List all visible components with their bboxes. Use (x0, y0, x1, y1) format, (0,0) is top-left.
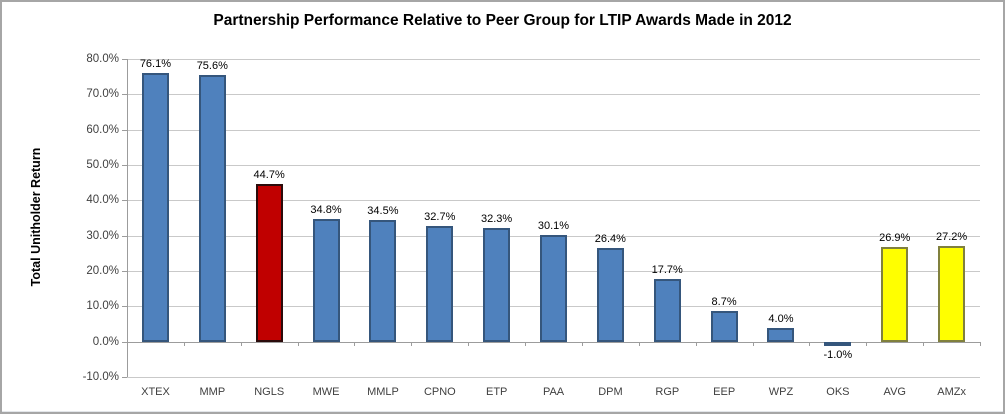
y-tick-label: 80.0% (86, 53, 119, 65)
category-label: PAA (542, 386, 565, 398)
bar-AMZx (938, 245, 966, 342)
value-label: 26.4% (594, 233, 626, 246)
value-label: 26.9% (879, 231, 911, 244)
category-label: WPZ (768, 386, 794, 398)
value-label: 17.7% (651, 264, 683, 277)
x-tick-mark (297, 341, 299, 346)
y-tick-mark (122, 94, 127, 96)
bar-AVG (881, 246, 909, 342)
value-label: 27.2% (935, 230, 968, 243)
x-tick-mark (127, 341, 128, 346)
x-tick-mark (581, 341, 583, 346)
bar-XTEX (141, 72, 169, 342)
y-tick-mark (122, 306, 127, 308)
y-tick-label: 10.0% (86, 300, 119, 313)
category-label: MWE (312, 386, 340, 398)
category-label: AVG (883, 386, 906, 398)
bar-ETP (483, 227, 511, 342)
x-tick-mark (980, 341, 981, 346)
y-tick-label: 70.0% (86, 88, 119, 101)
bar-EEP (710, 310, 738, 342)
category-label: EEP (713, 386, 736, 398)
bar-NGLS (255, 183, 283, 342)
category-label: ETP (485, 386, 508, 398)
x-tick-mark (923, 341, 925, 346)
x-tick-mark (468, 341, 470, 346)
y-tick-mark (122, 165, 127, 166)
y-tick-mark (122, 59, 127, 60)
y-gridline (127, 165, 980, 166)
y-tick-mark (122, 377, 127, 378)
category-label: NGLS (254, 386, 285, 398)
y-tick-mark (122, 129, 127, 131)
x-tick-mark (183, 341, 185, 346)
chart-title: Partnership Performance Relative to Peer… (213, 12, 792, 29)
category-label: RGP (655, 386, 680, 398)
y-gridline (127, 377, 980, 378)
x-tick-mark (354, 341, 356, 346)
y-tick-label: 40.0% (86, 194, 119, 207)
bar-MMLP (369, 219, 397, 342)
bar-MWE (312, 218, 340, 342)
y-tick-label: -10.0% (82, 371, 119, 383)
value-label: 4.0% (768, 312, 794, 325)
value-label: 34.5% (367, 204, 399, 217)
x-tick-mark (809, 341, 811, 346)
category-label: OKS (826, 386, 850, 398)
category-label: MMLP (367, 386, 399, 398)
y-gridline (127, 94, 980, 96)
value-label: 32.7% (424, 211, 456, 224)
x-tick-mark (411, 341, 413, 346)
value-label: 8.7% (711, 295, 737, 308)
y-gridline (127, 200, 980, 202)
x-tick-mark (866, 341, 868, 346)
bar-PAA (540, 235, 567, 342)
value-label: 32.3% (481, 212, 513, 225)
value-label: 30.1% (537, 220, 570, 233)
y-tick-label: 30.0% (86, 229, 119, 242)
bar-RGP (653, 279, 681, 342)
category-label: MMP (199, 386, 226, 398)
category-label: CPNO (423, 386, 456, 398)
category-label: AMZx (937, 386, 966, 398)
y-gridline (127, 129, 980, 131)
y-axis-line (127, 59, 128, 377)
x-tick-mark (240, 341, 242, 346)
value-label: 76.1% (139, 57, 172, 70)
y-tick-mark (122, 271, 127, 272)
x-tick-mark (695, 341, 697, 346)
bar-DPM (596, 248, 624, 342)
x-tick-mark (752, 341, 754, 346)
value-label: -1.0% (823, 349, 853, 362)
category-label: DPM (598, 386, 623, 398)
bar-MMP (198, 74, 226, 342)
x-tick-mark (638, 341, 640, 346)
value-label: 34.8% (310, 203, 342, 216)
y-tick-mark (122, 341, 127, 343)
y-gridline (127, 59, 980, 60)
y-tick-label: 60.0% (86, 123, 119, 136)
value-label: 44.7% (253, 168, 285, 181)
bar-CPNO (426, 226, 454, 342)
y-tick-mark (122, 200, 127, 202)
bar-WPZ (767, 327, 795, 342)
x-axis-line (127, 341, 980, 343)
bar-OKS (824, 341, 852, 346)
y-tick-label: 50.0% (86, 159, 119, 171)
y-tick-label: 0.0% (92, 335, 119, 348)
category-label: XTEX (141, 386, 170, 398)
value-label: 75.6% (196, 59, 228, 72)
y-tick-label: 20.0% (86, 265, 119, 277)
x-tick-mark (525, 341, 527, 346)
y-tick-mark (122, 235, 127, 237)
